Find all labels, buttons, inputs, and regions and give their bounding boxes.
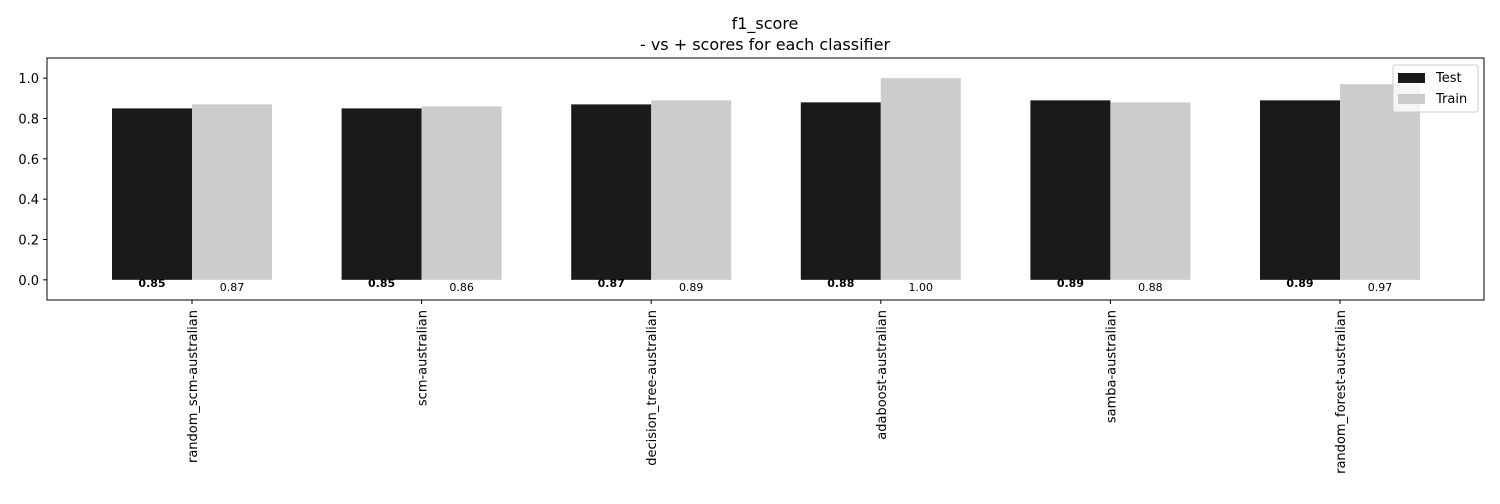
data-label-train-3: 0.89: [679, 281, 704, 294]
bar-test-5: [1030, 100, 1111, 280]
chart-title: f1_score: [732, 14, 799, 34]
data-label-test-2: 0.85: [368, 277, 395, 290]
bar-train-3: [651, 100, 732, 280]
legend-label-test: Test: [1435, 71, 1462, 86]
y-tick-label-5: 0.8: [18, 113, 39, 128]
bar-test-4: [800, 102, 881, 280]
bar-test-6: [1260, 100, 1340, 280]
bar-train-2: [421, 106, 502, 280]
x-tick-label-6: random_forest-australian: [1334, 310, 1349, 474]
data-label-test-6: 0.89: [1286, 277, 1313, 290]
data-label-train-1: 0.87: [220, 281, 245, 294]
bar-train-1: [192, 104, 272, 280]
y-tick-label-1: 0.0: [18, 274, 39, 289]
bar-train-6: [1340, 84, 1420, 280]
data-label-test-3: 0.87: [598, 277, 625, 290]
legend-label-train: Train: [1435, 92, 1467, 107]
plot-area: 0.85 0.87 random_scm-australian 0.85 0.86 scm…: [18, 57, 1485, 474]
bar-train-4: [880, 78, 961, 280]
bar-test-1: [112, 108, 192, 280]
x-tick-label-3: decision_tree-australian: [645, 310, 660, 466]
bar-test-2: [341, 108, 422, 280]
data-label-test-1: 0.85: [138, 277, 165, 290]
y-tick-label-4: 0.6: [18, 153, 39, 168]
chart-subtitle: - vs + scores for each classifier: [640, 35, 891, 54]
plot-frame: [46, 57, 1485, 301]
data-label-test-4: 0.88: [827, 277, 854, 290]
y-tick-label-6: 1.0: [18, 72, 39, 87]
data-label-train-5: 0.88: [1138, 281, 1163, 294]
legend-swatch-test: [1398, 73, 1425, 83]
x-tick-label-1: random_scm-australian: [186, 310, 201, 463]
y-tick-label-2: 0.2: [18, 234, 39, 249]
data-label-train-4: 1.00: [909, 281, 934, 294]
data-label-test-5: 0.89: [1057, 277, 1084, 290]
legend-swatch-train: [1398, 94, 1425, 104]
x-tick-label-5: samba-australian: [1104, 310, 1119, 423]
bar-train-5: [1110, 102, 1191, 280]
x-tick-label-4: adaboost-australian: [875, 310, 890, 440]
data-label-train-2: 0.86: [449, 281, 474, 294]
y-tick-label-3: 0.4: [18, 193, 39, 208]
bar-test-3: [571, 104, 652, 280]
x-tick-label-2: scm-australian: [416, 310, 431, 406]
data-label-train-6: 0.97: [1368, 281, 1393, 294]
